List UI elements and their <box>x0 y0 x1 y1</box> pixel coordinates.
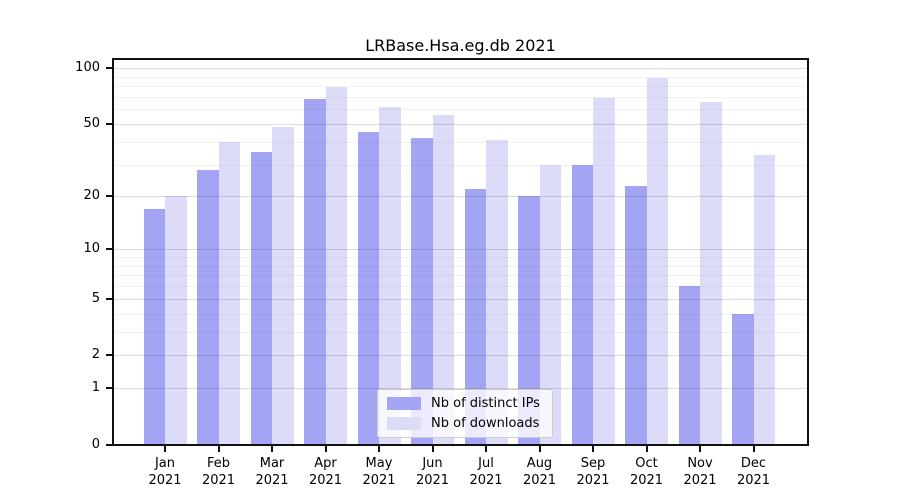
gridline-6 <box>113 286 808 288</box>
gridline-3 <box>113 331 808 333</box>
x-tick-jul <box>485 446 487 452</box>
legend-item-downloads: Nb of downloads <box>387 416 540 431</box>
x-tick-sep <box>592 446 594 452</box>
x-tick-label-feb: Feb 2021 <box>201 456 236 488</box>
gridline-2 <box>113 355 808 357</box>
x-tick-label-oct: Oct 2021 <box>629 456 664 488</box>
bar-jul-downloads <box>486 139 508 445</box>
x-tick-label-apr: Apr 2021 <box>308 456 343 488</box>
bar-sep-distinct-ips <box>571 164 593 445</box>
gridline-30 <box>113 164 808 166</box>
bar-jan-downloads <box>165 196 187 445</box>
bar-jan-distinct-ips <box>143 209 165 445</box>
bar-sep-downloads <box>593 98 615 445</box>
gridline-20 <box>113 196 808 198</box>
x-tick-jan <box>164 446 166 452</box>
y-tick-label-50: 50 <box>83 115 100 131</box>
x-tick-nov <box>699 446 701 452</box>
x-tick-apr <box>324 446 327 452</box>
y-tick-2 <box>106 354 112 357</box>
x-tick-label-aug: Aug 2021 <box>522 456 557 488</box>
gridline-5 <box>113 298 808 300</box>
gridline-7 <box>113 275 808 277</box>
bar-dec-downloads <box>753 154 775 445</box>
bar-oct-distinct-ips <box>625 185 647 445</box>
gridline-60 <box>113 109 808 111</box>
gridline-70 <box>113 96 808 98</box>
x-tick-label-nov: Nov 2021 <box>683 456 717 488</box>
bar-apr-distinct-ips <box>304 99 326 445</box>
y-tick-100 <box>106 67 112 70</box>
legend-swatch-downloads <box>387 417 421 430</box>
bar-dec-distinct-ips <box>732 313 754 445</box>
x-tick-label-may: May 2021 <box>362 456 396 488</box>
bar-nov-downloads <box>700 101 722 445</box>
plot-area: Nb of distinct IPs Nb of downloads <box>112 58 809 446</box>
gridline-9 <box>113 256 808 258</box>
y-tick-1 <box>106 387 112 390</box>
x-tick-label-mar: Mar 2021 <box>255 456 289 488</box>
gridline-100 <box>113 68 808 70</box>
legend-swatch-distinct-ips <box>387 397 421 410</box>
y-tick-0 <box>106 444 112 446</box>
bar-mar-downloads <box>272 127 294 445</box>
x-tick-label-jul: Jul 2021 <box>469 456 503 488</box>
plot-border-right <box>807 59 809 445</box>
x-tick-label-dec: Dec 2021 <box>736 456 771 488</box>
legend: Nb of distinct IPs Nb of downloads <box>377 389 553 438</box>
x-tick-oct <box>645 446 648 452</box>
x-tick-jun <box>431 446 434 452</box>
x-axis-line <box>112 444 809 446</box>
bar-apr-downloads <box>325 87 347 445</box>
x-tick-feb <box>217 446 220 452</box>
gridline-8 <box>113 265 808 267</box>
y-tick-label-10: 10 <box>83 241 100 257</box>
gridline-50 <box>113 123 808 125</box>
y-tick-50 <box>106 122 112 125</box>
bar-jun-distinct-ips <box>411 137 433 445</box>
y-tick-label-0: 0 <box>91 437 100 452</box>
x-tick-label-jun: Jun 2021 <box>415 456 450 488</box>
x-tick-dec <box>752 446 755 452</box>
x-tick-mar <box>271 446 273 452</box>
x-tick-aug <box>538 446 541 452</box>
y-tick-label-5: 5 <box>91 290 100 306</box>
y-axis-line <box>112 59 114 445</box>
bar-jun-downloads <box>432 114 454 445</box>
bar-mar-distinct-ips <box>250 152 272 445</box>
plot-border-top <box>112 58 809 60</box>
legend-label-downloads: Nb of downloads <box>431 416 540 431</box>
gridline-4 <box>113 313 808 315</box>
gridline-90 <box>113 76 808 78</box>
bar-jul-distinct-ips <box>464 188 486 445</box>
bar-may-distinct-ips <box>357 132 379 445</box>
bar-aug-distinct-ips <box>518 196 540 445</box>
gridline-80 <box>113 86 808 88</box>
gridline-10 <box>113 249 808 251</box>
y-tick-5 <box>106 297 112 300</box>
gridline-1 <box>113 388 808 390</box>
y-tick-label-20: 20 <box>83 188 100 204</box>
bar-aug-downloads <box>539 164 561 445</box>
x-tick-label-jan: Jan 2021 <box>148 456 182 488</box>
gridline-40 <box>113 141 808 143</box>
bar-nov-distinct-ips <box>678 286 700 445</box>
x-tick-may <box>378 446 380 452</box>
y-tick-label-2: 2 <box>91 347 100 363</box>
chart-title: LRBase.Hsa.eg.db 2021 <box>365 36 556 55</box>
bar-may-downloads <box>379 106 401 445</box>
y-tick-label-1: 1 <box>91 380 100 396</box>
x-tick-label-sep: Sep 2021 <box>576 456 610 488</box>
bar-feb-downloads <box>218 141 240 445</box>
bar-feb-distinct-ips <box>197 170 219 445</box>
y-tick-20 <box>106 195 112 198</box>
legend-item-distinct-ips: Nb of distinct IPs <box>387 396 540 411</box>
legend-label-distinct-ips: Nb of distinct IPs <box>431 396 540 411</box>
y-tick-10 <box>106 248 112 251</box>
y-tick-label-100: 100 <box>75 60 100 76</box>
bar-oct-downloads <box>646 77 668 445</box>
